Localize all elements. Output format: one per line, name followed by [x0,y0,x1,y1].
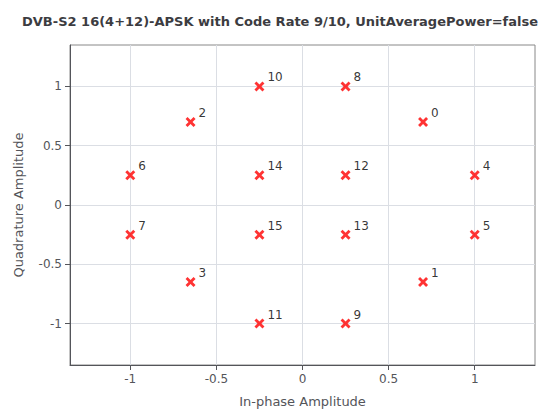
svg-text:15: 15 [267,219,282,233]
svg-text:-0.5: -0.5 [39,257,62,271]
svg-text:5: 5 [483,219,491,233]
svg-text:0.5: 0.5 [379,372,398,386]
svg-text:0.5: 0.5 [43,139,62,153]
svg-text:-1: -1 [50,317,62,331]
svg-text:1: 1 [54,79,62,93]
svg-text:4: 4 [483,159,491,173]
svg-text:9: 9 [354,308,362,322]
svg-text:14: 14 [267,159,282,173]
svg-text:1: 1 [431,266,439,280]
svg-text:-0.5: -0.5 [205,372,228,386]
svg-text:Quadrature Amplitude: Quadrature Amplitude [11,132,26,277]
svg-text:7: 7 [138,219,146,233]
svg-text:11: 11 [267,308,282,322]
svg-text:0: 0 [431,106,439,120]
svg-text:8: 8 [354,70,362,84]
svg-text:DVB-S2 16(4+12)-APSK with Code: DVB-S2 16(4+12)-APSK with Code Rate 9/10… [22,14,538,29]
svg-text:In-phase Amplitude: In-phase Amplitude [239,394,366,409]
svg-text:0: 0 [299,372,307,386]
svg-text:-1: -1 [124,372,136,386]
svg-text:3: 3 [199,266,207,280]
svg-text:1: 1 [471,372,479,386]
svg-text:10: 10 [267,70,282,84]
svg-text:13: 13 [354,219,369,233]
svg-text:12: 12 [354,159,369,173]
svg-text:6: 6 [138,159,146,173]
svg-text:0: 0 [54,198,62,212]
svg-text:2: 2 [199,106,207,120]
